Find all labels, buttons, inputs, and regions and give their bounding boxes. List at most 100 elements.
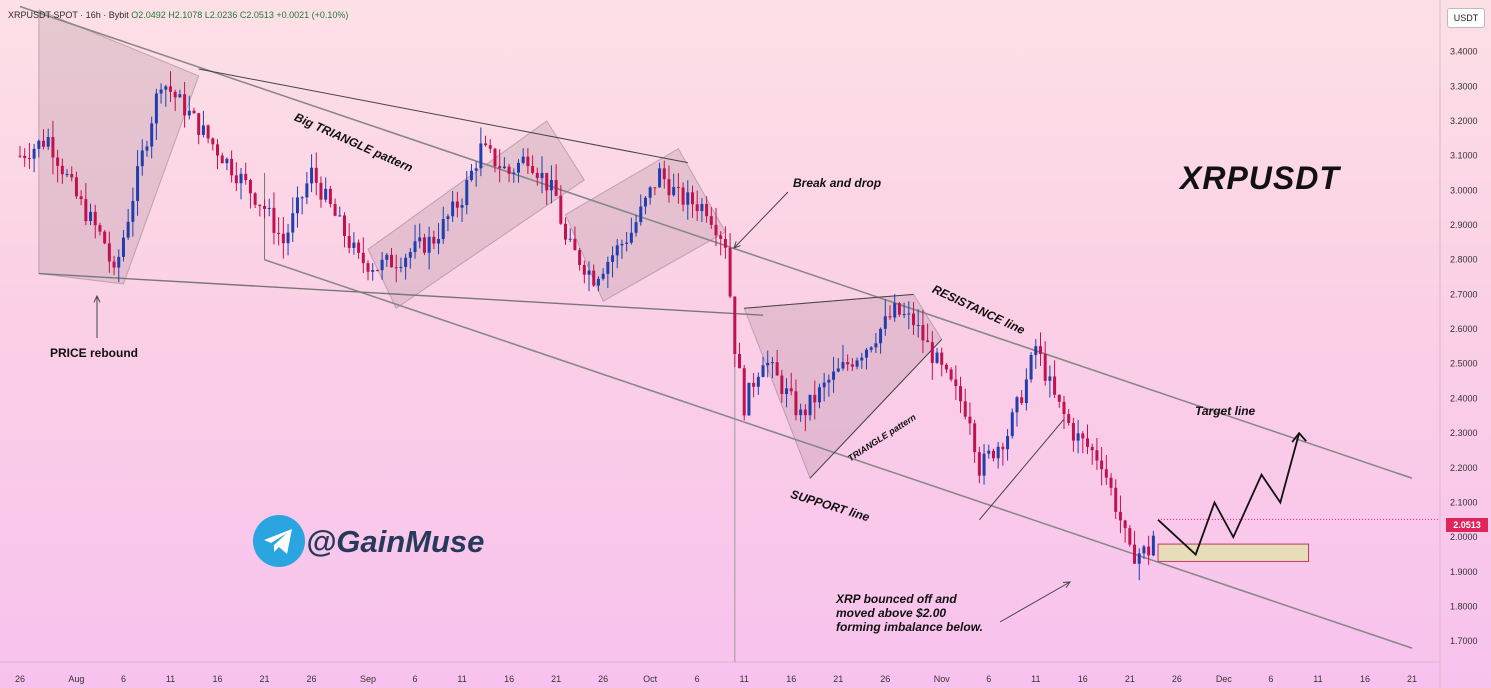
candle-body — [1076, 433, 1080, 441]
candle-body — [211, 138, 215, 145]
candle-body — [310, 167, 314, 184]
candle-body — [201, 125, 205, 135]
projected-path-arrowhead — [1291, 431, 1307, 443]
candle-body — [846, 362, 850, 365]
candle-body — [516, 162, 520, 173]
symbol-info: XRPUSDT SPOT · 16h · Bybit — [8, 10, 129, 20]
x-tick-label: 26 — [880, 674, 890, 684]
x-tick-label: 16 — [1078, 674, 1088, 684]
candle-body — [18, 155, 22, 157]
candle-body — [855, 360, 859, 367]
candle-body — [23, 155, 27, 159]
candle-body — [1095, 450, 1099, 461]
candle-body — [1006, 436, 1010, 450]
candle-body — [413, 241, 417, 253]
candle-body — [785, 388, 789, 394]
x-tick-label: Dec — [1216, 674, 1233, 684]
candle-body — [484, 143, 488, 146]
x-tick-label: 26 — [1172, 674, 1182, 684]
candle-body — [427, 236, 431, 253]
candle-body — [239, 173, 243, 184]
x-tick-label: 11 — [740, 674, 749, 684]
y-tick-label: 3.3000 — [1450, 81, 1478, 91]
candle-body — [272, 207, 276, 233]
candle-body — [813, 394, 817, 403]
candle-body — [512, 172, 516, 174]
big-triangle-lower-line — [38, 272, 764, 316]
candle-body — [375, 270, 379, 272]
chart-title: XRPUSDT — [1180, 160, 1340, 196]
y-tick-label: 3.1000 — [1450, 151, 1478, 161]
candle-body — [620, 243, 624, 246]
y-tick-label: 2.1000 — [1450, 497, 1478, 507]
candle-body — [912, 313, 916, 326]
candle-body — [432, 236, 436, 244]
x-tick-label: 26 — [15, 674, 25, 684]
candle-body — [864, 349, 868, 358]
candle-body — [206, 125, 210, 139]
candle-body — [888, 316, 892, 318]
candle-body — [390, 254, 394, 268]
y-tick-label: 3.0000 — [1450, 185, 1478, 195]
candle-body — [89, 211, 93, 222]
candle-body — [225, 158, 229, 164]
candle-body — [168, 86, 172, 92]
candle-body — [479, 143, 483, 169]
candle-body — [959, 386, 963, 402]
candle-body — [56, 157, 60, 166]
candle-body — [1010, 412, 1014, 437]
candle-body — [150, 123, 154, 147]
author-handle: @GainMuse — [306, 524, 485, 559]
candle-body — [686, 192, 690, 205]
candle-body — [761, 365, 765, 377]
candle-body — [921, 324, 925, 341]
y-tick-label: 1.9000 — [1450, 567, 1478, 577]
candle-body — [1118, 511, 1122, 521]
candle-body — [611, 255, 615, 262]
annotation-break-and-drop: Break and drop — [793, 176, 882, 190]
candle-body — [601, 273, 605, 279]
candle-body — [944, 364, 948, 370]
candle-body — [1062, 401, 1066, 415]
candle-body — [1109, 477, 1113, 488]
candle-body — [234, 175, 238, 184]
candle-body — [248, 180, 252, 194]
candle-body — [1024, 379, 1028, 404]
candle-body — [70, 174, 74, 178]
bounce-pointer-arrow-head — [1062, 581, 1071, 589]
candle-body — [1048, 376, 1052, 381]
candle-body — [361, 252, 365, 264]
y-tick-label: 1.7000 — [1450, 636, 1478, 646]
candle-body — [131, 200, 135, 222]
candle-body — [27, 158, 31, 160]
break-pointer-arrow — [733, 191, 789, 249]
annotation-target: Target line — [1195, 404, 1256, 418]
triangle-lower-line — [809, 339, 943, 479]
candle-body — [1104, 469, 1108, 478]
candle-body — [159, 89, 163, 94]
candle-body — [883, 316, 887, 329]
candle-body — [404, 257, 408, 267]
candle-body — [578, 250, 582, 266]
candle-body — [860, 357, 864, 361]
candle-body — [286, 232, 290, 244]
x-tick-label: 16 — [504, 674, 514, 684]
x-tick-label: 6 — [121, 674, 126, 684]
candle-body — [60, 165, 64, 175]
candle-body — [371, 270, 375, 272]
candle-body — [342, 215, 346, 237]
candle-body — [780, 375, 784, 394]
candle-body — [817, 387, 821, 403]
x-tick-label: 16 — [1360, 674, 1370, 684]
candle-body — [1029, 354, 1033, 380]
candle-body — [385, 254, 389, 260]
candle-body — [291, 213, 295, 233]
candle-body — [1001, 446, 1005, 450]
candle-body — [897, 303, 901, 315]
x-tick-label: 16 — [786, 674, 796, 684]
candle-body — [709, 216, 713, 225]
price-axis-unit[interactable]: USDT — [1447, 8, 1485, 28]
candle-body — [615, 245, 619, 256]
